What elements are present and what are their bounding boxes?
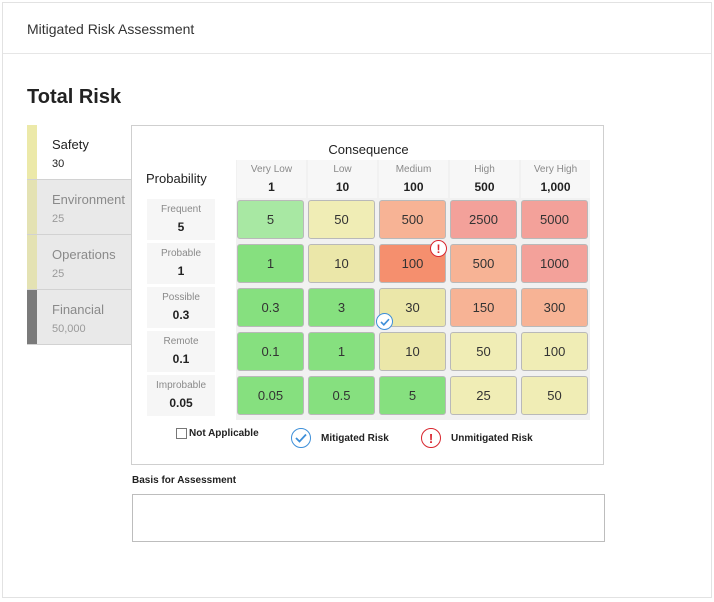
category-color-stripe bbox=[27, 290, 37, 344]
risk-cell[interactable]: 5 bbox=[379, 376, 446, 415]
probability-value: 0.3 bbox=[172, 308, 190, 322]
probability-header: Frequent 5 bbox=[147, 199, 215, 240]
risk-cell[interactable]: 50 bbox=[308, 200, 375, 239]
section-title: Total Risk bbox=[27, 86, 122, 108]
consequence-label: Low bbox=[333, 164, 352, 175]
probability-label: Possible bbox=[162, 292, 200, 303]
mitigated-risk-icon bbox=[376, 313, 393, 330]
risk-cell[interactable]: 3 bbox=[308, 288, 375, 327]
basis-label: Basis for Assessment bbox=[132, 475, 237, 486]
mitigated-check-icon bbox=[291, 428, 311, 448]
probability-value: 0.05 bbox=[169, 396, 193, 410]
category-tab-environment[interactable]: Environment 25 bbox=[27, 180, 131, 235]
category-tab-financial[interactable]: Financial 50,000 bbox=[27, 290, 131, 345]
consequence-title: Consequence bbox=[328, 142, 409, 157]
mitigated-risk-label: Mitigated Risk bbox=[321, 432, 389, 444]
risk-cell[interactable]: 10 bbox=[379, 332, 446, 371]
category-tab-safety[interactable]: Safety 30 bbox=[27, 125, 133, 180]
category-color-stripe bbox=[27, 235, 37, 289]
basis-for-assessment-input[interactable] bbox=[132, 494, 605, 542]
category-color-stripe bbox=[27, 180, 37, 234]
risk-cell[interactable]: 5 bbox=[237, 200, 304, 239]
unmitigated-risk-label: Unmitigated Risk bbox=[451, 432, 533, 444]
risk-cell[interactable]: 50 bbox=[521, 376, 588, 415]
probability-label: Probable bbox=[160, 248, 202, 259]
risk-cell[interactable]: 100 bbox=[521, 332, 588, 371]
consequence-label: Very High bbox=[533, 164, 578, 175]
risk-cell[interactable]: 2500 bbox=[450, 200, 517, 239]
risk-cell[interactable]: 0.3 bbox=[237, 288, 304, 327]
category-name: Safety bbox=[52, 137, 89, 152]
risk-cell[interactable]: 300 bbox=[521, 288, 588, 327]
risk-cell[interactable]: 25 bbox=[450, 376, 517, 415]
probability-label: Frequent bbox=[160, 204, 202, 215]
header-divider bbox=[3, 53, 711, 54]
consequence-header: Medium 100 bbox=[379, 160, 448, 198]
consequence-value: 1 bbox=[268, 180, 275, 194]
probability-value: 1 bbox=[177, 264, 185, 278]
unmitigated-risk-icon: ! bbox=[430, 240, 447, 257]
risk-cell[interactable]: 5000 bbox=[521, 200, 588, 239]
probability-label: Improbable bbox=[155, 380, 207, 391]
consequence-header: High 500 bbox=[450, 160, 519, 198]
not-applicable-option[interactable]: Not Applicable bbox=[176, 428, 259, 439]
risk-cell[interactable]: 500 bbox=[379, 200, 446, 239]
consequence-header: Very Low 1 bbox=[237, 160, 306, 198]
consequence-value: 10 bbox=[335, 180, 350, 194]
page-title: Mitigated Risk Assessment bbox=[27, 21, 195, 37]
category-value: 25 bbox=[52, 213, 65, 225]
category-color-stripe bbox=[27, 125, 37, 179]
probability-header: Remote 0.1 bbox=[147, 331, 215, 372]
risk-cell[interactable]: 0.1 bbox=[237, 332, 304, 371]
mitigated-risk-legend: Mitigated Risk bbox=[291, 428, 389, 448]
probability-header: Probable 1 bbox=[147, 243, 215, 284]
risk-cell[interactable]: 1 bbox=[308, 332, 375, 371]
consequence-label: Very Low bbox=[250, 164, 293, 175]
probability-header: Possible 0.3 bbox=[147, 287, 215, 328]
consequence-label: Medium bbox=[395, 164, 432, 175]
risk-matrix-panel: Consequence Probability Not Applicable M… bbox=[131, 125, 604, 465]
not-applicable-checkbox[interactable] bbox=[176, 428, 187, 439]
consequence-value: 1,000 bbox=[540, 180, 571, 194]
consequence-value: 500 bbox=[474, 180, 495, 194]
probability-header: Improbable 0.05 bbox=[147, 375, 215, 416]
risk-cell[interactable]: 0.05 bbox=[237, 376, 304, 415]
category-value: 30 bbox=[52, 158, 65, 170]
unmitigated-risk-legend: ! Unmitigated Risk bbox=[421, 428, 533, 448]
risk-cell[interactable]: 500 bbox=[450, 244, 517, 283]
risk-cell[interactable]: 0.5 bbox=[308, 376, 375, 415]
consequence-header: Low 10 bbox=[308, 160, 377, 198]
risk-cell[interactable]: 150 bbox=[450, 288, 517, 327]
consequence-value: 100 bbox=[403, 180, 424, 194]
consequence-label: High bbox=[474, 164, 495, 175]
risk-cell[interactable]: 10 bbox=[308, 244, 375, 283]
category-name: Environment bbox=[52, 192, 125, 207]
risk-cell[interactable]: 50 bbox=[450, 332, 517, 371]
unmitigated-alert-icon: ! bbox=[421, 428, 441, 448]
category-name: Financial bbox=[52, 302, 105, 317]
category-name: Operations bbox=[52, 247, 116, 262]
probability-label: Remote bbox=[163, 336, 199, 347]
category-value: 50,000 bbox=[52, 323, 86, 335]
risk-cell[interactable]: 1000 bbox=[521, 244, 588, 283]
category-value: 25 bbox=[52, 268, 65, 280]
not-applicable-label: Not Applicable bbox=[189, 428, 259, 439]
probability-value: 0.1 bbox=[172, 352, 190, 366]
consequence-header: Very High 1,000 bbox=[521, 160, 590, 198]
probability-value: 5 bbox=[177, 220, 185, 234]
probability-title: Probability bbox=[146, 171, 207, 186]
category-tab-operations[interactable]: Operations 25 bbox=[27, 235, 131, 290]
risk-cell[interactable]: 1 bbox=[237, 244, 304, 283]
